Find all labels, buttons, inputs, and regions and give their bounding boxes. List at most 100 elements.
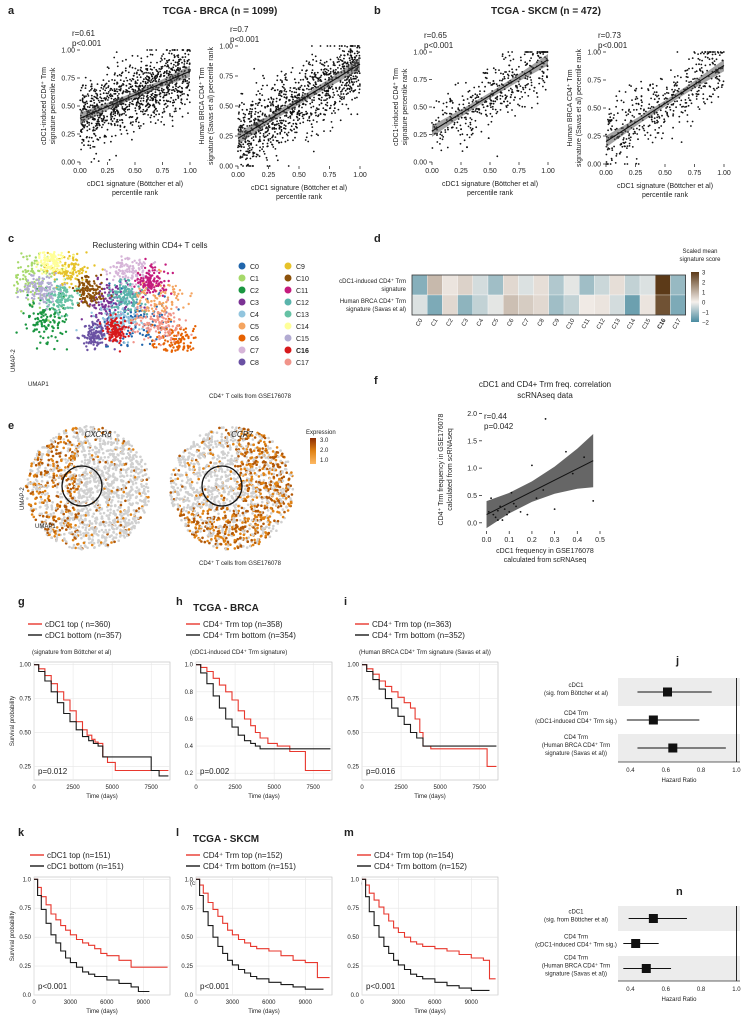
- data-point: [273, 127, 276, 130]
- cluster-point: [54, 311, 57, 314]
- cluster-point: [123, 278, 126, 281]
- data-point: [656, 132, 659, 134]
- data-point: [308, 117, 310, 119]
- data-point: [684, 99, 687, 101]
- data-point: [302, 103, 305, 106]
- data-point: [669, 108, 672, 111]
- data-point: [640, 80, 642, 83]
- data-point: [265, 135, 267, 138]
- data-point: [666, 88, 668, 90]
- data-point: [136, 76, 139, 78]
- cluster-point: [81, 289, 85, 292]
- data-point: [673, 76, 676, 78]
- cluster-point: [46, 251, 49, 255]
- data-point: [320, 99, 323, 102]
- cluster-point: [59, 272, 62, 275]
- cluster-point: [134, 326, 137, 329]
- data-point: [336, 61, 339, 63]
- data-point: [327, 92, 329, 95]
- cluster-point: [170, 292, 173, 295]
- data-point: [158, 78, 161, 81]
- data-point: [658, 115, 660, 118]
- data-point: [628, 134, 630, 137]
- data-point: [131, 138, 133, 141]
- cluster-point: [164, 339, 167, 342]
- data-point: [266, 130, 269, 132]
- data-point: [317, 80, 319, 82]
- data-point: [492, 100, 495, 103]
- data-point: [161, 55, 163, 57]
- x-axis-label-line: percentile rank: [467, 190, 513, 197]
- data-point: [340, 90, 342, 93]
- data-point: [648, 103, 651, 106]
- data-point: [184, 103, 186, 106]
- correlation-annotation-line: r=0.61: [72, 29, 95, 38]
- data-point: [131, 66, 134, 69]
- panel-label-a: a: [8, 5, 15, 17]
- data-point: [657, 121, 659, 123]
- data-point: [107, 85, 110, 87]
- data-point: [327, 65, 330, 67]
- data-point: [529, 59, 531, 62]
- data-point: [453, 121, 456, 124]
- data-point: [248, 147, 251, 149]
- data-point: [107, 86, 109, 89]
- cluster-point: [118, 288, 122, 291]
- data-point: [458, 103, 461, 106]
- data-point: [516, 85, 518, 87]
- data-point: [150, 79, 153, 81]
- data-point: [500, 72, 502, 75]
- cluster-point: [104, 343, 108, 347]
- data-point: [140, 66, 142, 69]
- data-point: [110, 118, 112, 121]
- cluster-point: [40, 316, 43, 319]
- data-point: [631, 104, 634, 106]
- data-point: [294, 131, 296, 134]
- data-point: [162, 89, 165, 91]
- data-point: [250, 114, 253, 117]
- data-point: [276, 74, 279, 77]
- data-point: [241, 124, 243, 127]
- data-point: [676, 81, 679, 84]
- data-point: [115, 51, 118, 53]
- data-point: [704, 102, 706, 105]
- data-point: [267, 139, 270, 142]
- data-point: [285, 133, 288, 136]
- data-point: [141, 84, 144, 87]
- cluster-point: [108, 286, 111, 289]
- data-point: [289, 117, 292, 119]
- data-point: [460, 128, 462, 131]
- data-point: [526, 51, 528, 53]
- cluster-point: [117, 271, 120, 275]
- data-point: [128, 87, 130, 90]
- cluster-point: [149, 274, 152, 277]
- cluster-point: [78, 293, 82, 297]
- data-point: [90, 83, 93, 85]
- cluster-point: [178, 345, 181, 348]
- cluster-point: [146, 300, 149, 304]
- data-point: [314, 111, 317, 114]
- data-point: [467, 125, 470, 128]
- data-point: [146, 98, 149, 101]
- data-point: [186, 59, 189, 62]
- data-point: [684, 70, 687, 72]
- data-point: [507, 111, 509, 113]
- data-point: [93, 146, 96, 148]
- data-point: [698, 86, 700, 89]
- cluster-point: [81, 278, 84, 281]
- cluster-point: [169, 345, 172, 348]
- cluster-point: [78, 297, 82, 301]
- data-point: [150, 73, 153, 76]
- data-point: [132, 90, 135, 93]
- data-point: [258, 149, 261, 152]
- data-point: [89, 100, 92, 103]
- data-point: [697, 53, 699, 55]
- data-point: [333, 45, 336, 47]
- data-point: [163, 123, 166, 126]
- data-point: [647, 138, 650, 140]
- data-point: [259, 136, 261, 138]
- data-point: [317, 77, 319, 80]
- data-point: [102, 123, 104, 126]
- data-point: [113, 117, 116, 120]
- data-point: [282, 119, 285, 122]
